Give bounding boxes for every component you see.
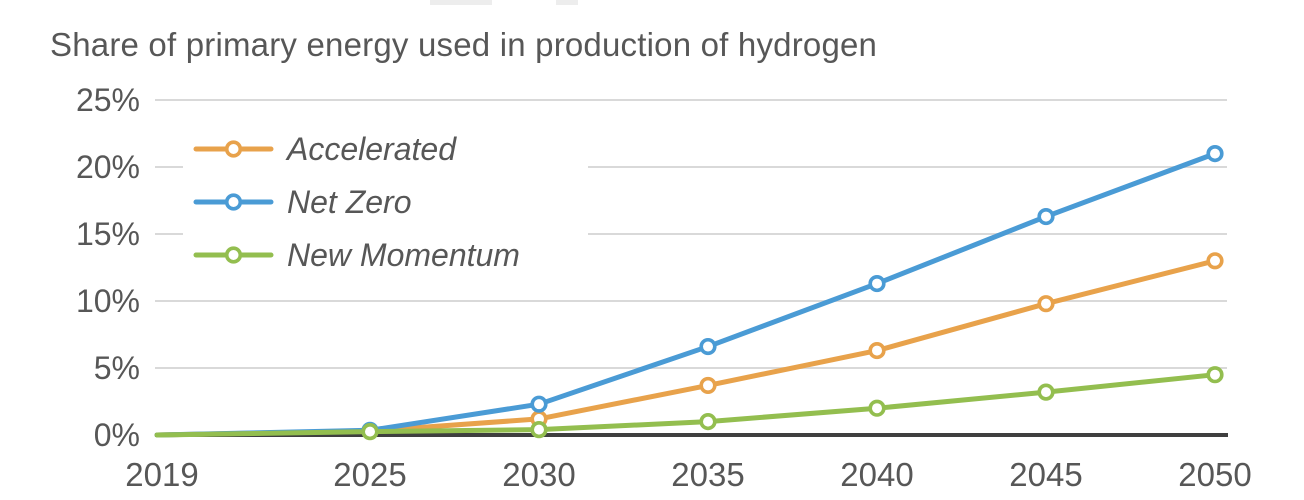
data-point-marker-accelerated xyxy=(699,376,717,395)
x-tick-label: 2035 xyxy=(671,456,744,493)
data-point-marker-net-zero xyxy=(699,337,717,356)
x-tick-label: 2025 xyxy=(333,456,406,493)
data-point-marker-accelerated xyxy=(868,341,886,360)
data-point-marker-net-zero xyxy=(868,274,886,293)
x-tick-label: 2030 xyxy=(502,456,575,493)
data-point-marker-accelerated xyxy=(1206,252,1224,270)
data-point-marker-net-zero xyxy=(1206,145,1224,163)
x-tick-label: 2045 xyxy=(1009,456,1082,493)
legend-marker-net-zero xyxy=(224,193,243,211)
data-point-marker-new-momentum xyxy=(1206,366,1224,384)
y-tick-label: 20% xyxy=(76,149,140,185)
cropped-text-artifact xyxy=(430,0,492,5)
series-line-new-momentum xyxy=(154,372,1218,438)
x-tick-label: 2040 xyxy=(840,456,913,493)
y-tick-label: 25% xyxy=(76,82,140,118)
x-tick-label: 2019 xyxy=(125,456,198,493)
data-point-marker-new-momentum xyxy=(361,423,379,441)
data-point-marker-accelerated xyxy=(1037,295,1055,313)
legend-marker-new-momentum xyxy=(224,246,243,264)
legend-label-new-momentum: New Momentum xyxy=(287,237,520,273)
legend-label-accelerated: Accelerated xyxy=(285,131,457,167)
legend-label-net-zero: Net Zero xyxy=(287,184,411,220)
chart-title: Share of primary energy used in producti… xyxy=(50,26,878,63)
data-point-marker-new-momentum xyxy=(699,413,717,431)
legend-marker-accelerated xyxy=(224,140,243,158)
data-point-marker-net-zero xyxy=(1037,207,1055,226)
y-tick-label: 15% xyxy=(76,216,140,252)
y-tick-label: 5% xyxy=(94,350,140,386)
y-tick-label: 0% xyxy=(94,417,140,453)
data-point-marker-net-zero xyxy=(530,395,548,413)
data-point-marker-new-momentum xyxy=(868,399,886,417)
series-line-accelerated xyxy=(154,258,1218,438)
y-tick-label: 10% xyxy=(76,283,140,319)
data-point-marker-new-momentum xyxy=(530,421,548,439)
data-point-marker-new-momentum xyxy=(1037,383,1055,401)
cropped-text-artifact xyxy=(556,0,578,5)
x-tick-label: 2050 xyxy=(1178,456,1251,493)
